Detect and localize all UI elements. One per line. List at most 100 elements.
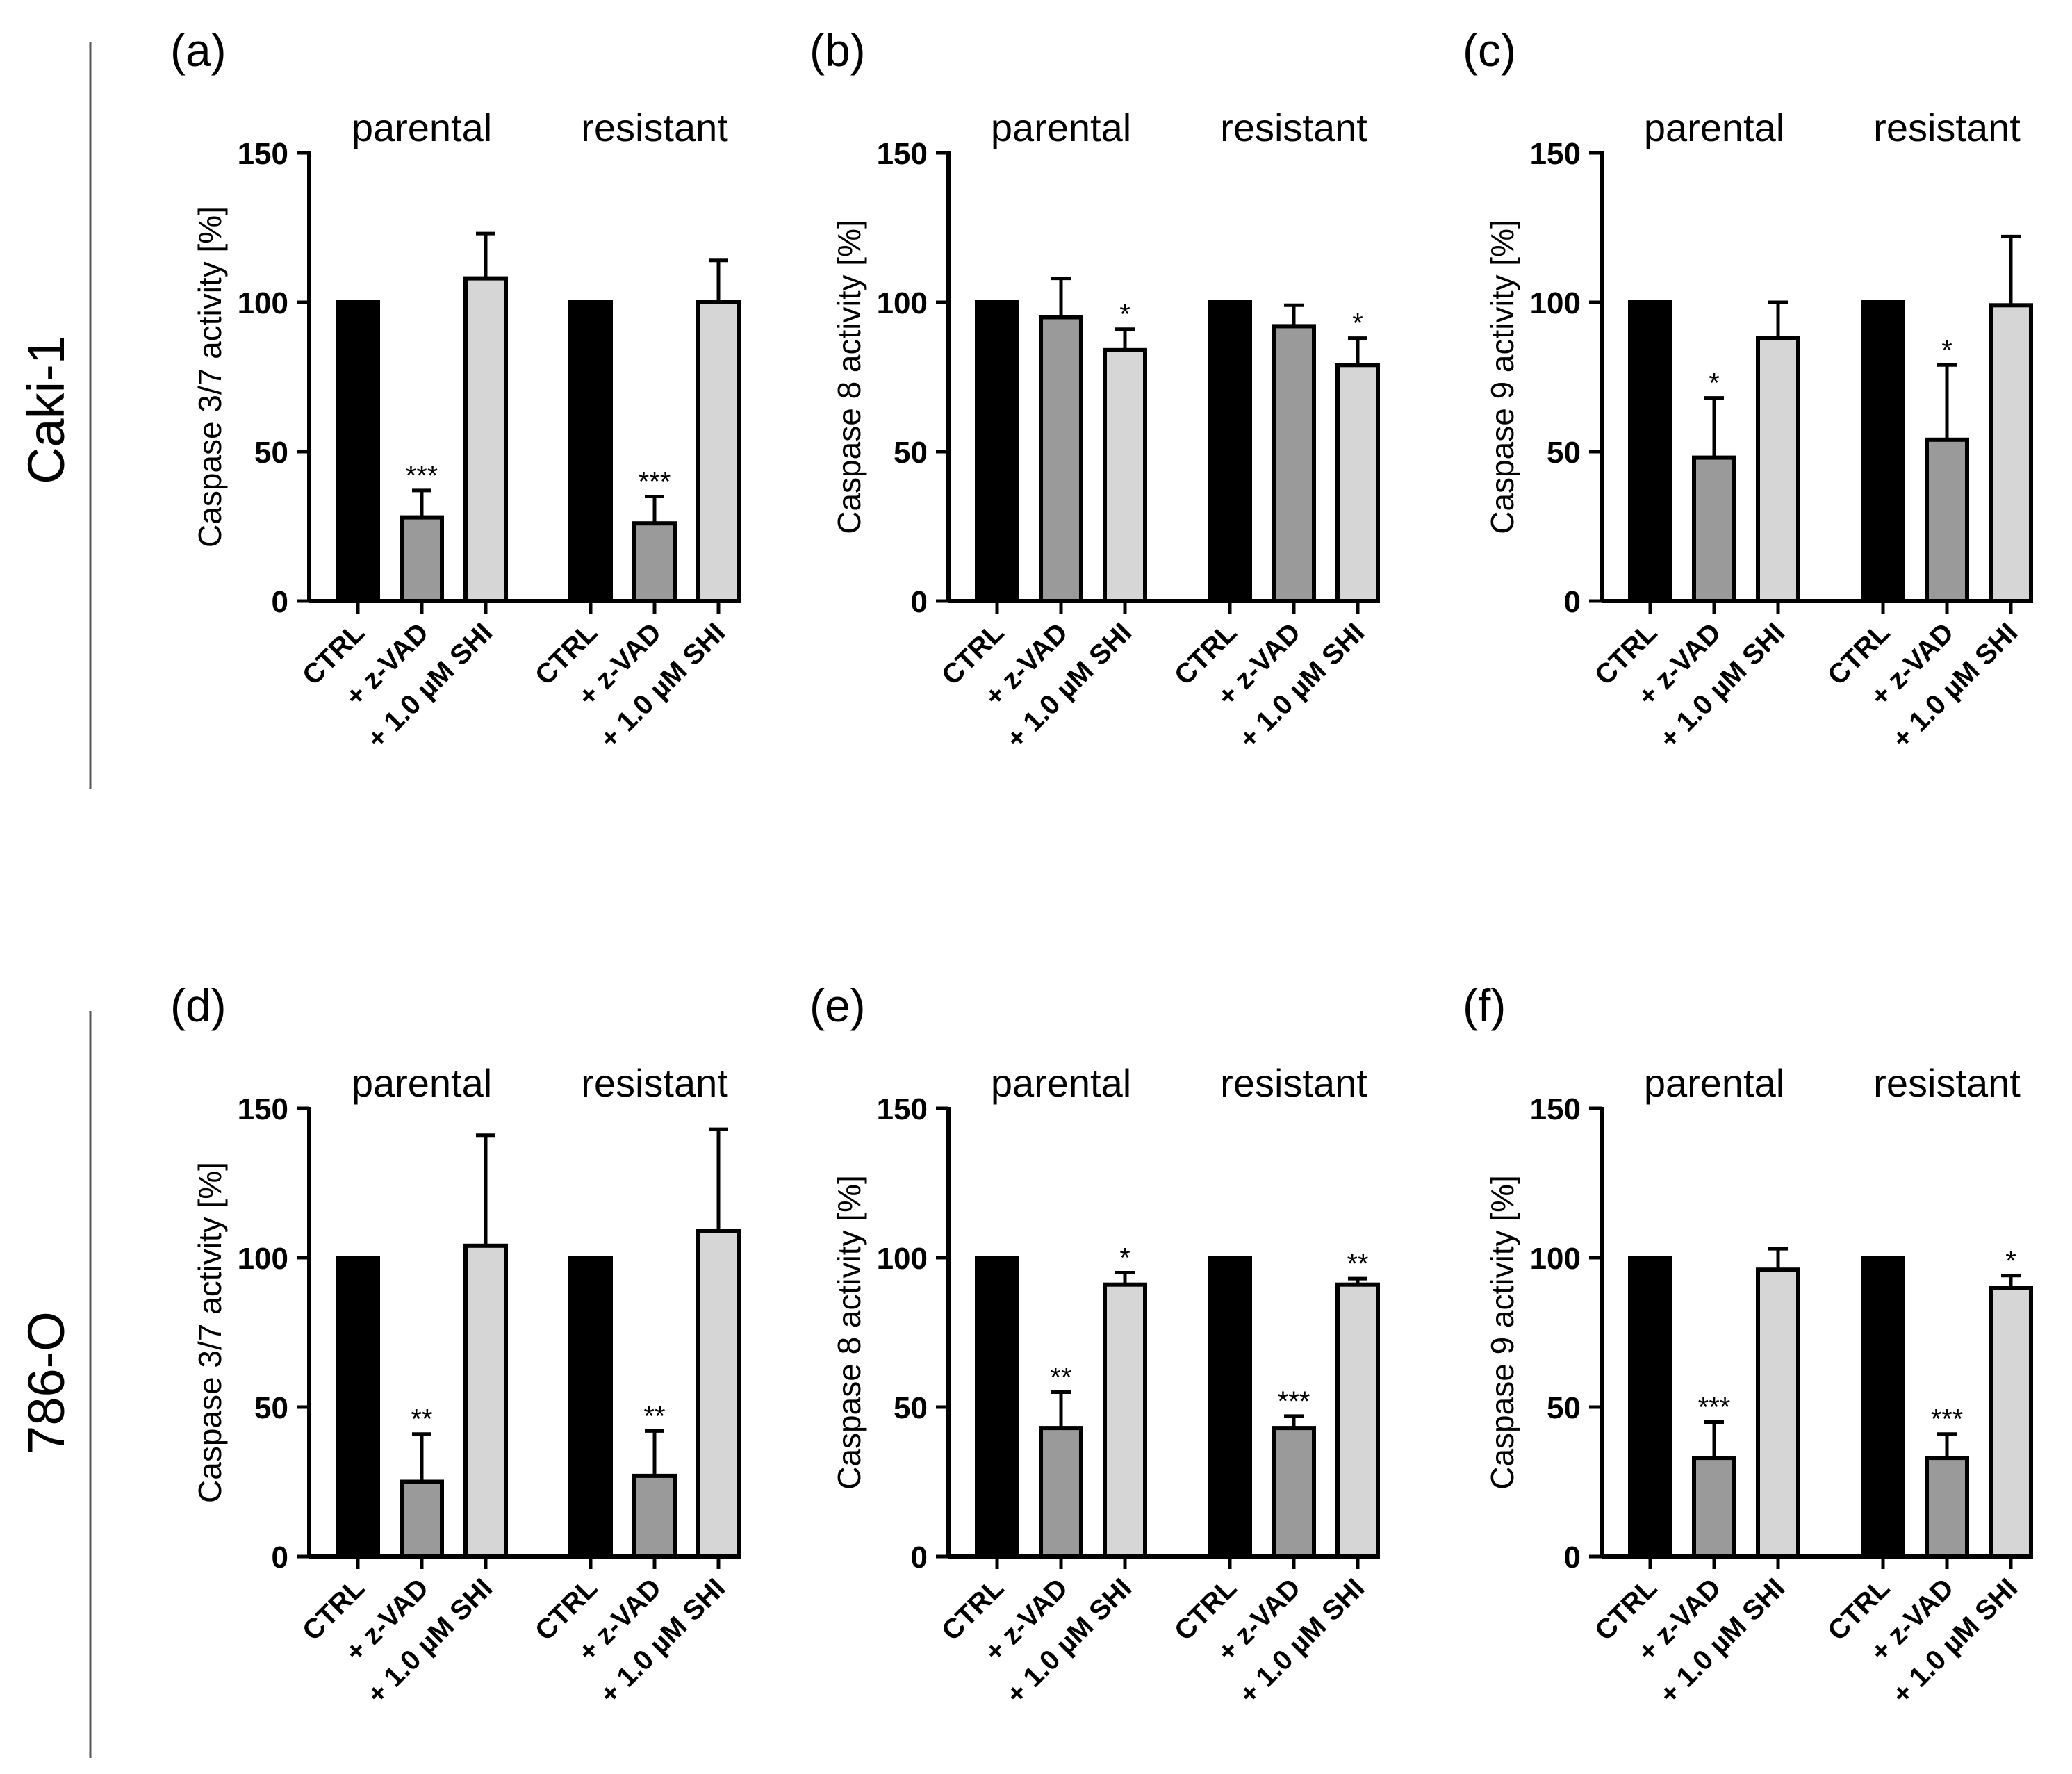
chart-panel-b: (b) Caspase 8 activity [%] 0 50 100 150 parent… bbox=[809, 24, 1380, 755]
bar bbox=[568, 1256, 613, 1559]
row-label-caki-1: Caki-1 bbox=[17, 336, 75, 484]
y-axis-label: Caspase 3/7 activity [%] bbox=[192, 206, 228, 548]
y-tick-label: 100 bbox=[238, 1242, 288, 1276]
bar bbox=[1628, 300, 1672, 603]
bar bbox=[1925, 437, 1969, 603]
bar bbox=[336, 1256, 380, 1559]
panel-label: (a) bbox=[170, 24, 227, 76]
y-tick-label: 150 bbox=[238, 1092, 288, 1126]
significance-marker: * bbox=[1119, 299, 1130, 330]
bar bbox=[463, 1243, 508, 1559]
y-tick-label: 50 bbox=[894, 436, 928, 470]
group-label-resistant: resistant bbox=[1220, 1061, 1367, 1105]
bar bbox=[1861, 300, 1905, 603]
group-label-parental: parental bbox=[352, 1061, 492, 1105]
bar bbox=[1861, 1256, 1905, 1559]
group-label-parental: parental bbox=[352, 106, 492, 149]
y-axis-label: Caspase 3/7 activity [%] bbox=[192, 1162, 228, 1503]
bar bbox=[975, 300, 1019, 603]
group-label-parental: parental bbox=[991, 106, 1131, 149]
y-tick-label: 100 bbox=[877, 1242, 928, 1276]
significance-marker: * bbox=[2005, 1246, 2016, 1276]
bar bbox=[696, 1229, 741, 1559]
chart-panel-f: (f) Caspase 9 activity [%] 0 50 100 150 parent… bbox=[1463, 980, 2033, 1710]
panel-label: (e) bbox=[809, 980, 866, 1031]
bar bbox=[1756, 1267, 1800, 1559]
group-label-parental: parental bbox=[1644, 1061, 1784, 1105]
significance-marker: *** bbox=[406, 461, 438, 491]
panel-label: (d) bbox=[170, 980, 227, 1031]
bar bbox=[463, 276, 508, 603]
bar bbox=[1628, 1256, 1672, 1559]
y-tick-label: 50 bbox=[1547, 1391, 1581, 1425]
y-axis-label: Caspase 9 activity [%] bbox=[1484, 220, 1520, 534]
bar bbox=[1103, 347, 1147, 603]
bar bbox=[1039, 315, 1083, 603]
bar bbox=[632, 1473, 677, 1559]
significance-marker: * bbox=[1709, 368, 1720, 399]
group-label-resistant: resistant bbox=[1873, 106, 2021, 149]
group-label-resistant: resistant bbox=[581, 1061, 728, 1105]
group-label-resistant: resistant bbox=[1873, 1061, 2021, 1105]
y-tick-label: 100 bbox=[238, 286, 288, 320]
group-label-parental: parental bbox=[1644, 106, 1784, 149]
y-tick-label: 150 bbox=[238, 137, 288, 171]
bar bbox=[1989, 1286, 2033, 1559]
chart-panel-e: (e) Caspase 8 activity [%] 0 50 100 150 parent… bbox=[809, 980, 1380, 1710]
significance-marker: * bbox=[1352, 309, 1363, 339]
row-label-786-o: 786-O bbox=[17, 1311, 75, 1454]
y-tick-label: 50 bbox=[254, 436, 288, 470]
group-label-resistant: resistant bbox=[581, 106, 728, 149]
chart-panel-d: (d) Caspase 3/7 activity [%] 0 50 100 150 pare… bbox=[170, 980, 741, 1710]
bar bbox=[632, 521, 677, 604]
group-label-parental: parental bbox=[991, 1061, 1131, 1105]
y-tick-label: 150 bbox=[877, 1092, 928, 1126]
bar bbox=[1989, 303, 2033, 603]
bar bbox=[1692, 455, 1736, 603]
y-tick-label: 150 bbox=[1530, 1092, 1581, 1126]
bar bbox=[1272, 1426, 1316, 1559]
group-label-resistant: resistant bbox=[1220, 106, 1367, 149]
y-tick-label: 0 bbox=[1564, 1541, 1581, 1575]
bar bbox=[336, 300, 380, 603]
chart-panel-a: (a) Caspase 3/7 activity [%] 0 50 100 150 pare… bbox=[170, 24, 741, 755]
y-axis-label: Caspase 9 activity [%] bbox=[1484, 1175, 1520, 1490]
significance-marker: *** bbox=[639, 467, 671, 498]
panel-label: (c) bbox=[1463, 24, 1516, 76]
y-tick-label: 50 bbox=[254, 1391, 288, 1425]
significance-marker: ** bbox=[411, 1404, 432, 1435]
bar bbox=[1692, 1456, 1736, 1559]
y-axis-label: Caspase 8 activity [%] bbox=[831, 220, 867, 534]
y-tick-label: 100 bbox=[1530, 286, 1581, 320]
significance-marker: *** bbox=[1931, 1404, 1964, 1435]
y-tick-label: 0 bbox=[272, 1541, 288, 1575]
y-tick-label: 50 bbox=[894, 1391, 928, 1425]
panel-label: (f) bbox=[1463, 980, 1506, 1031]
bar bbox=[1208, 1256, 1252, 1559]
significance-marker: * bbox=[1941, 335, 1952, 366]
bar bbox=[696, 300, 741, 603]
y-tick-label: 0 bbox=[1564, 585, 1581, 619]
y-axis-label: Caspase 8 activity [%] bbox=[831, 1175, 867, 1490]
y-tick-label: 100 bbox=[877, 286, 928, 320]
bar bbox=[400, 1479, 444, 1559]
bar bbox=[1756, 336, 1800, 603]
bar bbox=[1103, 1282, 1147, 1559]
y-tick-label: 50 bbox=[1547, 436, 1581, 470]
significance-marker: ** bbox=[1347, 1249, 1368, 1279]
bar bbox=[1272, 324, 1316, 603]
bar bbox=[975, 1256, 1019, 1559]
y-tick-label: 0 bbox=[911, 585, 928, 619]
bar bbox=[568, 300, 613, 603]
significance-marker: *** bbox=[1278, 1386, 1310, 1417]
y-tick-label: 0 bbox=[911, 1541, 928, 1575]
y-tick-label: 100 bbox=[1530, 1242, 1581, 1276]
y-tick-label: 150 bbox=[877, 137, 928, 171]
significance-marker: ** bbox=[1050, 1363, 1071, 1393]
significance-marker: ** bbox=[643, 1401, 665, 1431]
bar bbox=[1039, 1426, 1083, 1559]
bar bbox=[1335, 363, 1380, 603]
panels: (a) Caspase 3/7 activity [%] 0 50 100 150 pare… bbox=[170, 24, 2033, 1710]
y-tick-label: 0 bbox=[272, 585, 288, 619]
